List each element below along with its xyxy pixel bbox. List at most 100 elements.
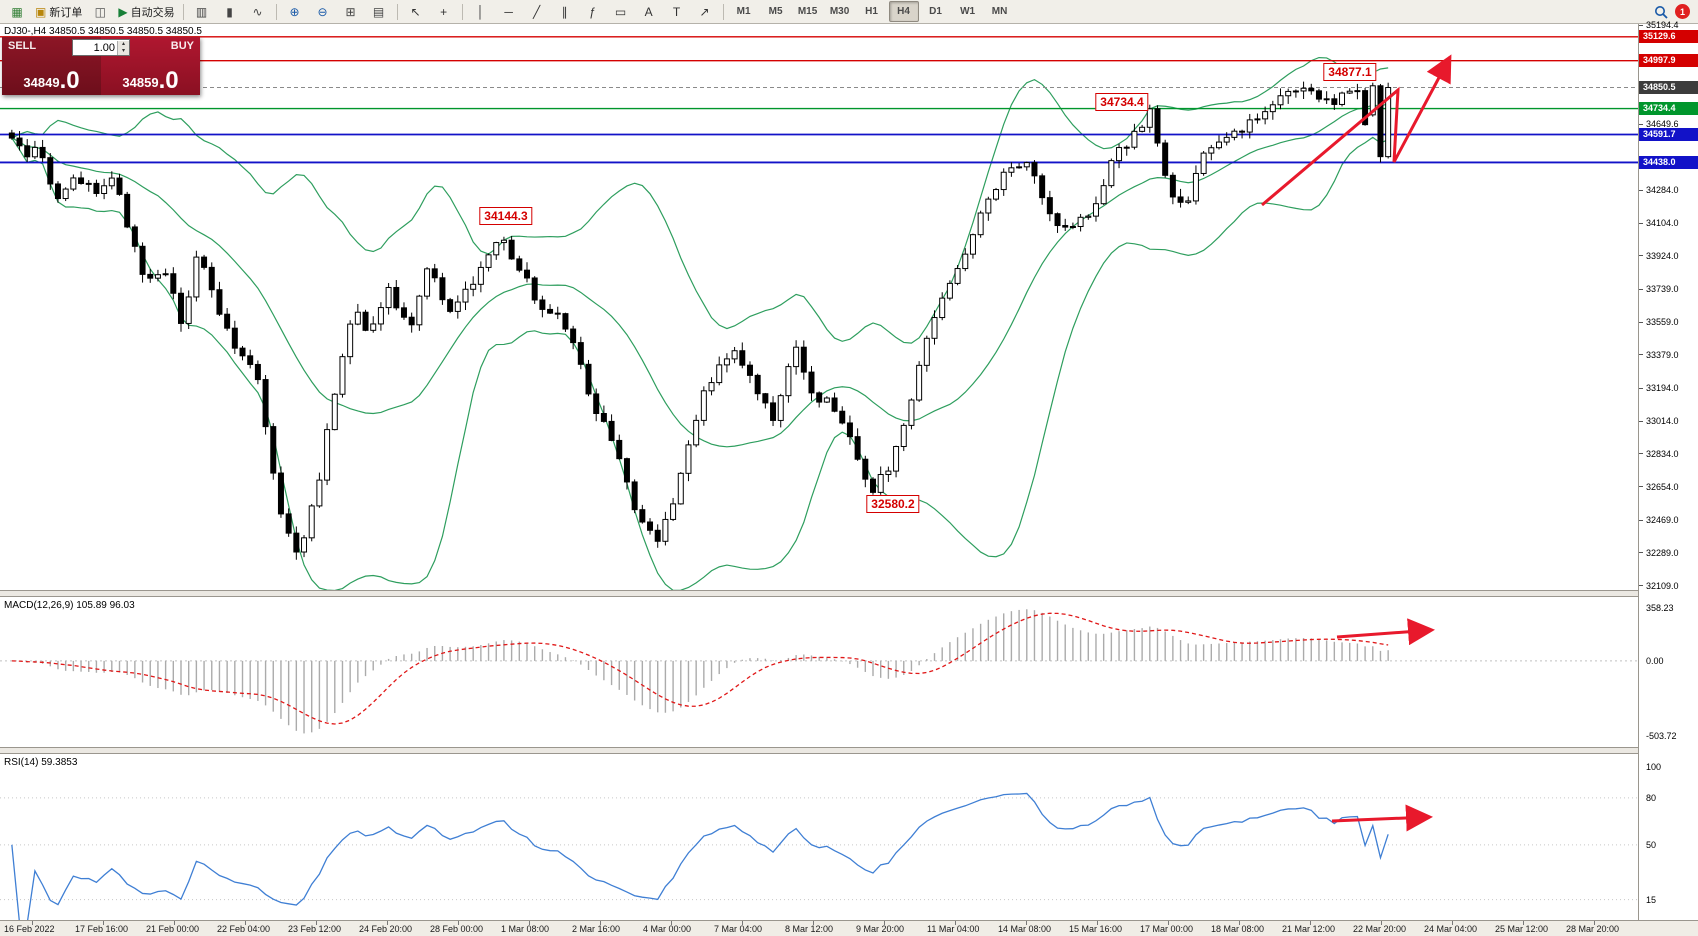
candle-body [1146, 108, 1153, 128]
zoom-out-button[interactable]: ⊖ [310, 1, 336, 22]
candle-body [754, 374, 761, 395]
panel-resize-handle-macd[interactable] [0, 590, 1698, 597]
price-tick-label: 33194.0 [1646, 383, 1679, 394]
time-tick-mark [1523, 921, 1524, 925]
toolbar-separator [722, 3, 724, 20]
tf-m5-button[interactable]: M5 [768, 6, 783, 17]
rsi-axis-label: 80 [1646, 792, 1657, 803]
price-tick-mark [1639, 255, 1643, 256]
price-annotation-label[interactable]: 34877.1 [1323, 63, 1377, 82]
trendline-button[interactable]: ╱ [524, 1, 550, 22]
volume-down-icon[interactable]: ▾ [118, 47, 129, 55]
crosshair-icon: + [440, 4, 448, 19]
equidistant-channel-button[interactable]: ∥ [552, 1, 578, 22]
candle-body [562, 313, 569, 330]
line-chart-button[interactable]: ∿ [245, 1, 271, 22]
equidistant-channel-icon: ∥ [561, 4, 568, 19]
trend-arrow[interactable] [1261, 54, 1452, 207]
horizontal-line-button[interactable]: ─ [496, 1, 522, 22]
tf-m1-button[interactable]: M1 [736, 6, 751, 17]
panel-resize-handle-rsi[interactable] [0, 747, 1698, 754]
price-tag: 35129.6 [1639, 30, 1698, 44]
new-chart-icon: ▦ [11, 4, 23, 19]
time-tick-mark [884, 921, 885, 925]
price-annotation-label[interactable]: 34734.4 [1095, 93, 1149, 112]
tf-mn-button[interactable]: MN [991, 6, 1008, 17]
price-annotation-label[interactable]: 34144.3 [479, 206, 533, 225]
candle-body [800, 346, 807, 373]
time-tick-mark [1097, 921, 1098, 925]
price-tick-label: 33924.0 [1646, 250, 1679, 261]
tf-m15-button[interactable]: M15 [797, 6, 818, 17]
candle-body [454, 301, 461, 312]
candle-body [870, 478, 876, 493]
candle-body [1239, 130, 1246, 133]
candle-body [700, 390, 707, 421]
candle-body [1069, 226, 1076, 229]
tf-m30-button[interactable]: M30 [829, 6, 850, 17]
candle-body [1377, 85, 1384, 158]
volume-input[interactable] [73, 41, 117, 54]
new-order-button[interactable]: ▣ 新订单 [32, 1, 85, 22]
time-label: 16 Feb 2022 [4, 924, 55, 934]
candle-body [1200, 152, 1207, 174]
cursor-button[interactable]: ↖ [403, 1, 429, 22]
time-label: 9 Mar 20:00 [856, 924, 905, 934]
tf-d1-button[interactable]: D1 [929, 6, 942, 17]
bar-chart-button[interactable]: ▥ [189, 1, 215, 22]
time-tick-mark [813, 921, 814, 925]
shapes-button[interactable]: ▭ [608, 1, 634, 22]
price-tick-mark [1639, 322, 1643, 323]
candle-body [262, 379, 269, 428]
chart-surface[interactable] [0, 24, 1638, 936]
candle-body [1169, 174, 1176, 198]
time-axis[interactable]: 16 Feb 2022 17 Feb 16:00 21 Feb 00:00 22 Fe… [0, 920, 1698, 936]
price-annotation-label[interactable]: 32580.2 [866, 494, 920, 513]
tf-h1-button[interactable]: H1 [865, 6, 878, 17]
trend-arrow[interactable] [1336, 618, 1435, 646]
candle-body [308, 505, 315, 539]
tile-windows-button[interactable]: ⊞ [338, 1, 364, 22]
text-button[interactable]: A [636, 1, 662, 22]
candle-body [331, 393, 338, 431]
toolbar-right: 1 [1654, 4, 1695, 19]
search-icon[interactable] [1654, 5, 1668, 19]
candle-body [1346, 90, 1353, 94]
price-tick-label: 34104.0 [1646, 218, 1679, 229]
trend-arrow[interactable] [1331, 804, 1433, 832]
crosshair-button[interactable]: + [431, 1, 457, 22]
volume-spinner[interactable]: ▴ ▾ [117, 40, 129, 55]
candle-body [385, 286, 392, 309]
candle-body [816, 392, 823, 403]
toolbar-separator [461, 3, 463, 20]
price-tick-mark [1639, 486, 1643, 487]
candle-body [1116, 147, 1123, 162]
candle-body [739, 350, 746, 366]
auto-arrange-button[interactable]: ▤ [366, 1, 392, 22]
tf-w1-button[interactable]: W1 [960, 6, 976, 17]
candle-body [854, 436, 861, 460]
candle-body [462, 288, 469, 303]
candle-body [485, 254, 492, 268]
tf-h4-button[interactable]: H4 [888, 1, 919, 22]
fibonacci-button[interactable]: ƒ [580, 1, 606, 22]
candle-body [593, 393, 600, 415]
cursor-icon: ↖ [410, 4, 421, 19]
time-tick-mark [1452, 921, 1453, 925]
text-label-button[interactable]: T [664, 1, 690, 22]
autotrading-button[interactable]: ▶ 自动交易 [115, 1, 177, 22]
zoom-in-button[interactable]: ⊕ [282, 1, 308, 22]
price-tick-label: 32654.0 [1646, 481, 1679, 492]
candlestick-chart-button[interactable]: ▮ [217, 1, 243, 22]
vertical-line-button[interactable]: │ [468, 1, 494, 22]
arrow-tools-button[interactable]: ↗ [692, 1, 718, 22]
volume-up-icon[interactable]: ▴ [118, 40, 129, 48]
new-chart-button[interactable]: ▦ [4, 1, 30, 22]
chart-profiles-button[interactable]: ◫ [87, 1, 113, 22]
new-order-icon: ▣ [35, 4, 47, 19]
candle-body [770, 402, 777, 421]
candle-body [693, 419, 700, 446]
price-axis[interactable]: 35194.4 34649.6 34284.0 34104.0 33924.0 33739… [1638, 20, 1698, 936]
notification-badge[interactable]: 1 [1675, 4, 1690, 19]
candle-body [585, 363, 592, 395]
